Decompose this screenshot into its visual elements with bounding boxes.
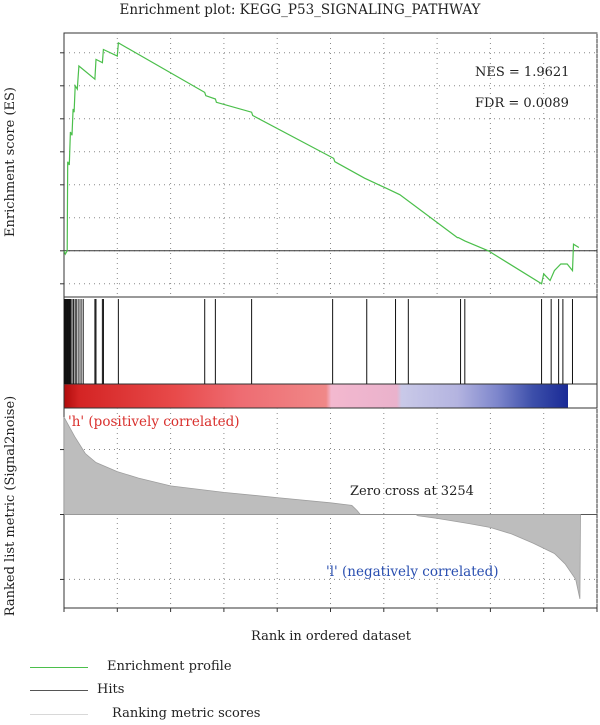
x-axis-label: Rank in ordered dataset	[251, 629, 412, 644]
es-y-axis-label: Enrichment score (ES)	[3, 87, 18, 237]
es-gridlines	[64, 33, 598, 297]
x-axis	[63, 608, 598, 612]
legend-item-hits: Hits	[0, 681, 400, 701]
legend-item-ranking-metric: Ranking metric scores	[0, 705, 400, 725]
legend-label-enrichment: Enrichment profile	[107, 659, 232, 674]
hits-panel-frame	[63, 296, 598, 385]
legend: Enrichment profile Hits Ranking metric s…	[0, 650, 600, 725]
negative-correlation-label: 'l' (negatively correlated)	[326, 564, 499, 580]
heatmap-bar	[64, 384, 568, 408]
positive-correlation-label: 'h' (positively correlated)	[68, 414, 240, 430]
hit-markers	[64, 299, 573, 384]
legend-label-hits: Hits	[97, 682, 125, 697]
legend-swatch-hits	[30, 690, 88, 691]
es-series	[63, 41, 580, 285]
metric-series	[63, 416, 581, 599]
enrichment-profile-line	[63, 41, 580, 285]
zero-cross-annotation: Zero cross at 3254	[350, 484, 474, 499]
nes-annotation: NES = 1.9621	[475, 65, 569, 80]
metric-y-axis	[60, 449, 64, 580]
metric-y-axis-label: Ranked list metric (Signal2noise)	[3, 396, 18, 616]
fdr-annotation: FDR = 0.0089	[475, 96, 569, 111]
ranked-metric-area	[63, 416, 581, 599]
chart-title: Enrichment plot: KEGG_P53_SIGNALING_PATH…	[119, 2, 481, 18]
legend-swatch-enrichment	[30, 667, 88, 668]
legend-item-enrichment-profile: Enrichment profile	[0, 658, 400, 678]
legend-swatch-ranking	[30, 714, 88, 715]
legend-label-ranking: Ranking metric scores	[112, 706, 261, 721]
es-y-axis	[60, 52, 64, 285]
gsea-enrichment-chart: Enrichment score (ES) Ranked list metric…	[3, 32, 598, 644]
